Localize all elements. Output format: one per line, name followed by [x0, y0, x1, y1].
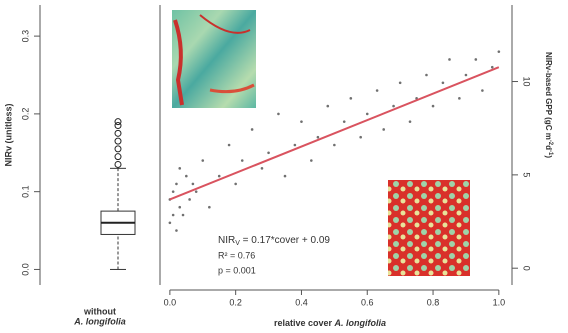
r-squared: R² = 0.76 [218, 250, 255, 260]
point [310, 159, 313, 162]
point [350, 97, 353, 100]
point [277, 113, 280, 116]
y-tick-label: 0.0 [20, 263, 30, 276]
point [201, 159, 204, 162]
equation-part: NIR [218, 235, 235, 246]
equation: NIRV = 0.17*cover + 0.09 [218, 235, 330, 247]
point [326, 105, 329, 108]
point [333, 144, 336, 147]
p-value: p = 0.001 [218, 265, 256, 275]
point [172, 190, 175, 193]
point [359, 136, 362, 139]
point [218, 175, 221, 178]
point [178, 167, 181, 170]
equation-part: = 0.17*cover + 0.09 [240, 235, 331, 246]
point [442, 81, 445, 84]
x-tick-label: 0.8 [427, 297, 440, 307]
point [366, 113, 369, 116]
y2-tick-label: 10 [522, 77, 532, 87]
x-axis-label: without [83, 306, 116, 316]
point [458, 97, 461, 100]
point [175, 229, 178, 232]
point [317, 136, 320, 139]
point [300, 120, 303, 123]
point [409, 120, 412, 123]
x-axis-label: relative cover A. longifolia [274, 318, 386, 328]
point [392, 105, 395, 108]
point [185, 175, 188, 178]
x-tick-label: 0.0 [164, 297, 177, 307]
y2-tick-label: 0 [522, 266, 532, 271]
inset-map-bottom [388, 180, 470, 276]
point [188, 198, 191, 201]
outlier [115, 138, 121, 144]
x-tick-label: 0.2 [229, 297, 242, 307]
chart: 0.00.10.20.3NIRv (unitless)withoutA. lon… [0, 0, 568, 333]
y-tick-label: 0.3 [20, 30, 30, 43]
y-tick-label: 0.1 [20, 185, 30, 198]
x-tick-label: 0.4 [295, 297, 308, 307]
point [192, 183, 195, 186]
point [382, 128, 385, 131]
point [432, 105, 435, 108]
point [399, 81, 402, 84]
point [195, 190, 198, 193]
point [294, 144, 297, 147]
x-tick-label: 0.6 [361, 297, 374, 307]
x-axis-label-part: relative cover [274, 318, 335, 328]
point [498, 50, 501, 53]
point [267, 151, 270, 154]
point [425, 74, 428, 77]
point [178, 206, 181, 209]
y-tick-label: 0.2 [20, 108, 30, 121]
y-axis-label: NIRv (unitless) [3, 103, 13, 166]
x-axis-label-part: A. longifolia [334, 318, 387, 328]
point [343, 120, 346, 123]
point [228, 144, 231, 147]
outlier [115, 146, 121, 152]
point [251, 128, 254, 131]
inset-map-top [172, 10, 256, 108]
point [182, 214, 185, 217]
x-tick-label: 1.0 [493, 297, 506, 307]
point [241, 159, 244, 162]
point [261, 167, 264, 170]
point [284, 175, 287, 178]
y2-axis-label: NIRv-based GPP (gC m-2d-1) [544, 52, 554, 158]
x-axis-label: A. longifolia [73, 316, 126, 326]
outlier [115, 161, 121, 167]
point [481, 89, 484, 92]
outlier [115, 130, 121, 136]
point [465, 74, 468, 77]
outlier [115, 119, 121, 125]
y2-axis-label-part: ) [544, 155, 553, 158]
point [172, 214, 175, 217]
point [208, 206, 211, 209]
point [234, 183, 237, 186]
point [376, 89, 379, 92]
point [475, 58, 478, 61]
y2-tick-label: 5 [522, 172, 532, 177]
point [175, 183, 178, 186]
point [448, 58, 451, 61]
point [169, 221, 172, 224]
point [491, 66, 494, 69]
y2-axis-label-part: NIRv-based GPP (gC m [544, 52, 553, 140]
outlier [115, 154, 121, 160]
